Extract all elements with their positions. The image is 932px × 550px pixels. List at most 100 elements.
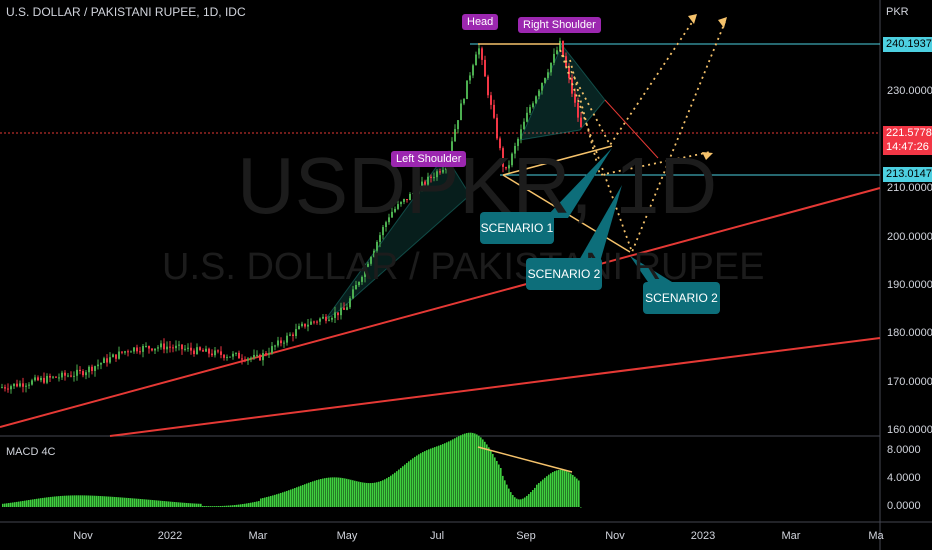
candle-body (178, 344, 180, 346)
candle-body (67, 375, 69, 377)
price-tick-label: 180.0000 (887, 327, 932, 340)
macd-bar (26, 500, 28, 507)
macd-bar (534, 487, 536, 507)
candle-body (130, 351, 132, 353)
candle-body (124, 351, 126, 353)
price-tick-label: 230.0000 (887, 85, 932, 98)
time-tick-label: Mar (781, 530, 801, 542)
candle-body (73, 375, 75, 377)
macd-bar (312, 481, 314, 507)
price-tick-label: 200.0000 (887, 230, 932, 243)
macd-bar (252, 502, 254, 507)
head-label[interactable]: Head (462, 14, 499, 30)
candle-body (181, 344, 183, 350)
macd-bar (430, 448, 432, 507)
candle-body (328, 319, 330, 321)
candle-body (295, 329, 297, 336)
macd-bar (482, 439, 484, 507)
current-price-label: 221.5778 (883, 126, 932, 141)
macd-bar (550, 473, 552, 507)
candle-body (499, 138, 501, 149)
candle-body (298, 326, 300, 330)
symbol-title[interactable]: U.S. DOLLAR / PAKISTANI RUPEE, 1D, IDC (6, 5, 246, 19)
candle-body (388, 217, 390, 223)
candle-body (397, 204, 399, 209)
macd-bar (384, 479, 386, 507)
time-tick-label: Ma (868, 530, 884, 542)
candle-body (7, 388, 9, 390)
candle-body (280, 340, 282, 344)
candle-body (169, 346, 171, 348)
macd-bar (224, 505, 226, 507)
candle-body (109, 357, 111, 363)
scenario-2a-box[interactable]: SCENARIO 2 (526, 258, 602, 290)
macd-bar (358, 481, 360, 507)
macd-bar (192, 503, 194, 507)
macd-bar (130, 498, 132, 507)
trendline-lower[interactable] (109, 337, 881, 437)
candle-body (85, 372, 87, 376)
candle-body (400, 201, 402, 205)
macd-bar (418, 454, 420, 507)
macd-bar (218, 506, 220, 507)
candle-body (436, 171, 438, 178)
macd-bar (170, 501, 172, 507)
candle-body (250, 357, 252, 359)
candle-body (241, 358, 243, 360)
candle-body (157, 347, 159, 349)
macd-bar (486, 444, 488, 507)
scenario-2b-box[interactable]: SCENARIO 2 (643, 282, 720, 314)
macd-bar (172, 501, 174, 507)
candle-body (505, 166, 507, 169)
macd-bar (148, 499, 150, 507)
macd-bar (364, 482, 366, 507)
neckline[interactable] (502, 145, 613, 176)
macd-bar (540, 481, 542, 507)
macd-bar (352, 480, 354, 507)
candle-body (184, 348, 186, 350)
macd-bar (320, 479, 322, 507)
macd-bar (388, 476, 390, 507)
candle-body (343, 307, 345, 310)
macd-bar (202, 505, 204, 507)
left-shoulder-label[interactable]: Left Shoulder (391, 151, 467, 167)
candle-body (91, 366, 93, 371)
candle-body (61, 372, 63, 378)
candle-body (379, 235, 381, 242)
right-shoulder-label[interactable]: Right Shoulder (518, 17, 601, 33)
candle-body (25, 385, 27, 387)
macd-divergence-line[interactable] (477, 446, 573, 473)
candle-body (277, 340, 279, 346)
macd-bar (34, 499, 36, 507)
candle-body (355, 285, 357, 290)
candle-body (22, 383, 24, 387)
candle-body (577, 102, 579, 118)
macd-bar (372, 482, 374, 507)
macd-bar (182, 502, 184, 507)
price-tick-label: 160.0000 (887, 424, 932, 436)
candle-body (481, 48, 483, 60)
candle-body (37, 377, 39, 381)
macd-bar (150, 499, 152, 507)
candle-body (88, 366, 90, 373)
candle-body (226, 356, 228, 358)
macd-bar (568, 472, 570, 507)
macd-bar (214, 506, 216, 507)
scenario-1-box[interactable]: SCENARIO 1 (480, 212, 554, 244)
macd-title[interactable]: MACD 4C (6, 446, 56, 458)
trendline-upper[interactable] (0, 187, 881, 428)
macd-bar (266, 497, 268, 507)
candle-body (64, 372, 66, 376)
time-tick-label: 2023 (690, 530, 716, 542)
macd-bar (86, 495, 88, 507)
macd-bar (542, 479, 544, 507)
candle-body (460, 103, 462, 121)
macd-bar (2, 503, 4, 507)
macd-bar (484, 441, 486, 507)
macd-bar (498, 464, 500, 507)
candle-body (244, 359, 246, 361)
candle-body (523, 121, 525, 130)
candle-body (10, 386, 12, 390)
macd-bar (558, 469, 560, 507)
